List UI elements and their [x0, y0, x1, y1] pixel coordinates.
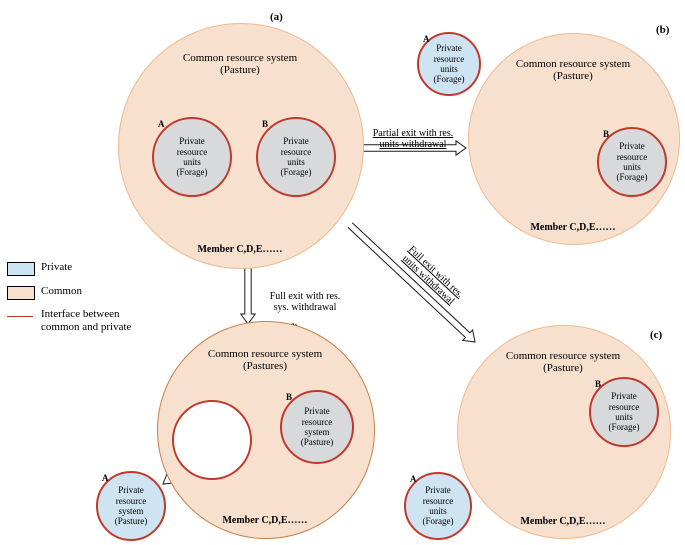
- system-title-c: Common resource system(Pasture): [463, 350, 663, 374]
- member-b: Member C,D,E……: [483, 222, 663, 233]
- member-d: Member C,D,E……: [175, 515, 355, 526]
- unit-a-1-label: Privateresourceunits(Forage): [279, 134, 314, 179]
- system-title-b: Common resource system(Pasture): [473, 58, 673, 82]
- legend-label-1: Common: [41, 285, 201, 297]
- system-title-a: Common resource system(Pasture): [140, 52, 340, 76]
- legend-line-2: [7, 316, 33, 317]
- panel-label-a: (a): [270, 11, 283, 23]
- unit-a-1: Privateresourceunits(Forage): [256, 117, 336, 197]
- legend-swatch-1: [7, 286, 35, 300]
- panel-label-b: (b): [656, 24, 669, 36]
- unit-a-0-label: Privateresourceunits(Forage): [175, 134, 210, 179]
- outside-unit-d-corner: A: [102, 473, 109, 483]
- legend-swatch-0: [7, 262, 35, 276]
- arrow-label-a-b: Partial exit with res.units withdrawal: [343, 128, 483, 150]
- outside-unit-c-corner: A: [410, 474, 417, 484]
- unit-a-0: Privateresourceunits(Forage): [152, 117, 232, 197]
- unit-d-0-corner: B: [286, 392, 292, 402]
- outside-unit-d-label: Privateresourcesystem(Pasture): [113, 483, 150, 528]
- panel-label-c: (c): [650, 329, 662, 341]
- unit-b-0-corner: B: [603, 129, 609, 139]
- unit-a-1-corner: B: [262, 119, 268, 129]
- unit-c-0-corner: B: [595, 379, 601, 389]
- outside-unit-c-label: Privateresourceunits(Forage): [421, 483, 456, 528]
- legend-label-0: Private: [41, 261, 201, 273]
- member-a: Member C,D,E……: [150, 244, 330, 255]
- hole-d: [172, 400, 252, 480]
- outside-unit-b-corner: A: [423, 34, 430, 44]
- unit-b-0-label: Privateresourceunits(Forage): [615, 139, 650, 184]
- unit-c-0-label: Privateresourceunits(Forage): [607, 389, 642, 434]
- outside-unit-b-label: Privateresourceunits(Forage): [432, 41, 467, 86]
- member-c: Member C,D,E……: [473, 516, 653, 527]
- unit-a-0-corner: A: [158, 119, 165, 129]
- unit-d-0-label: Privateresourcesystem(Pasture): [299, 404, 336, 449]
- system-title-d: Common resource system(Pastures): [165, 348, 365, 372]
- legend-label-2: Interface betweencommon and private: [41, 308, 211, 334]
- arrow-label-a-d: Full exit with res.sys. withdrawal: [235, 291, 375, 313]
